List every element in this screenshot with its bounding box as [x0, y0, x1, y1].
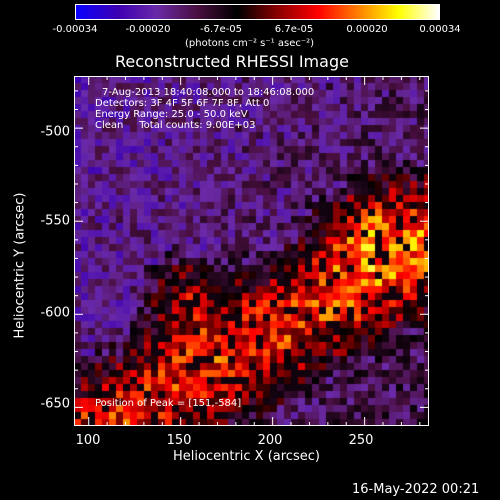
y-tick-label: -550 [40, 213, 70, 229]
peak-position-label: Position of Peak = [151,-584] [95, 398, 242, 409]
x-tick-label: 250 [348, 433, 374, 448]
y-axis-label: Heliocentric Y (arcsec) [12, 192, 28, 339]
time-range-label: 7-Aug-2013 18:40:08.000 to 18:46:08.000 [102, 87, 315, 98]
colorbar [75, 4, 440, 20]
colorbar-tick: -0.00034 [52, 24, 98, 35]
y-tick-label: -600 [40, 305, 70, 321]
counts-label: Clean Total counts: 9.00E+03 [95, 120, 256, 131]
colorbar-tick: -6.7e-05 [200, 24, 242, 35]
colorbar-unit-label: (photons cm⁻² s⁻¹ asec⁻²) [185, 38, 315, 49]
colorbar-tick: 0.00034 [419, 24, 461, 35]
y-tick-label: -650 [40, 396, 70, 412]
colorbar-tick: -0.00020 [125, 24, 171, 35]
y-tick-label: -500 [40, 124, 70, 140]
colorbar-tick: 0.00020 [346, 24, 388, 35]
detectors-label: Detectors: 3F 4F 5F 6F 7F 8F, Att 0 [95, 98, 270, 109]
chart-title: Reconstructed RHESSI Image [115, 52, 349, 71]
colorbar-tick: 6.7e-05 [274, 24, 314, 35]
x-axis-label: Heliocentric X (arcsec) [173, 449, 320, 464]
x-tick-label: 150 [166, 433, 192, 448]
heatmap-image [74, 76, 429, 426]
timestamp: 16-May-2022 00:21 [352, 482, 480, 497]
x-tick-label: 200 [257, 433, 283, 448]
x-tick-label: 100 [75, 433, 101, 448]
energy-range-label: Energy Range: 25.0 - 50.0 keV [95, 109, 248, 120]
